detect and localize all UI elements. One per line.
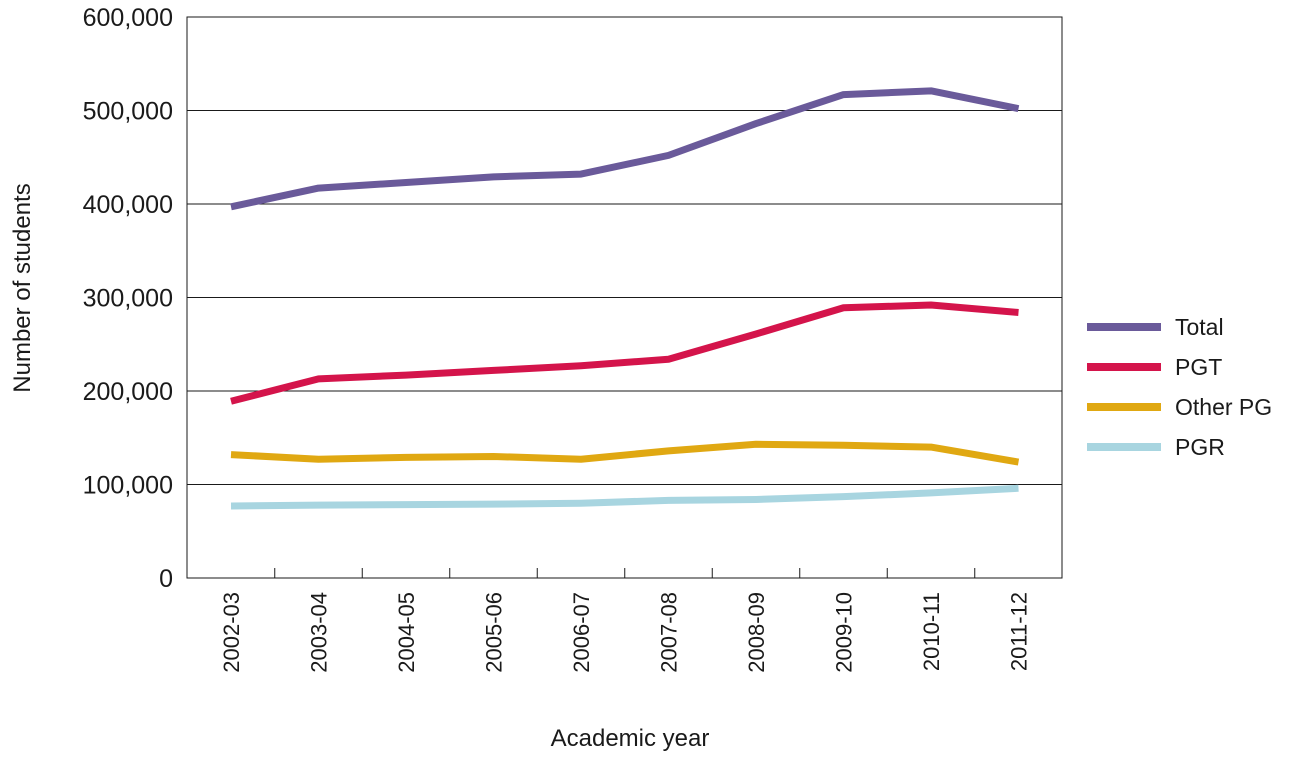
gridlines bbox=[187, 110, 1062, 485]
x-tick-label: 2002-03 bbox=[219, 592, 244, 673]
y-axis-ticks: 0 100,000 200,000 300,000 400,000 500,000 600,… bbox=[83, 4, 173, 593]
x-axis-ticks: 2002-03 2003-04 2004-05 2005-06 2006-07 2007-… bbox=[219, 568, 1032, 673]
y-tick-label: 300,000 bbox=[83, 285, 173, 313]
legend-label: Total bbox=[1175, 314, 1224, 340]
y-axis-title: Number of students bbox=[9, 183, 36, 392]
y-tick-label: 400,000 bbox=[83, 191, 173, 219]
x-tick-label: 2008-09 bbox=[744, 592, 769, 673]
series-line-pgr bbox=[230, 484, 1019, 510]
x-tick-label: 2004-05 bbox=[394, 592, 419, 673]
x-tick-label: 2007-08 bbox=[657, 592, 682, 673]
x-tick-label: 2005-06 bbox=[482, 592, 507, 673]
series-line-other-pg bbox=[230, 440, 1020, 466]
legend-label: PGT bbox=[1175, 354, 1222, 380]
x-tick-label: 2003-04 bbox=[307, 592, 332, 673]
y-tick-label: 600,000 bbox=[83, 4, 173, 32]
x-tick-label: 2010-11 bbox=[919, 592, 944, 671]
y-tick-label: 0 bbox=[159, 565, 173, 593]
x-tick-label: 2009-10 bbox=[832, 592, 857, 673]
x-axis-title: Academic year bbox=[551, 725, 710, 752]
y-tick-label: 100,000 bbox=[83, 472, 173, 500]
legend-label: Other PG bbox=[1175, 394, 1272, 420]
series-line-pgt bbox=[230, 301, 1019, 405]
x-tick-label: 2011-12 bbox=[1007, 592, 1032, 671]
x-tick-label: 2006-07 bbox=[569, 592, 594, 673]
y-tick-label: 200,000 bbox=[83, 378, 173, 406]
series-line-total bbox=[230, 87, 1020, 211]
legend-label: PGR bbox=[1175, 434, 1225, 460]
series-lines bbox=[230, 87, 1020, 510]
y-tick-label: 500,000 bbox=[83, 98, 173, 126]
legend: Total PGT Other PG PGR bbox=[1087, 314, 1272, 460]
